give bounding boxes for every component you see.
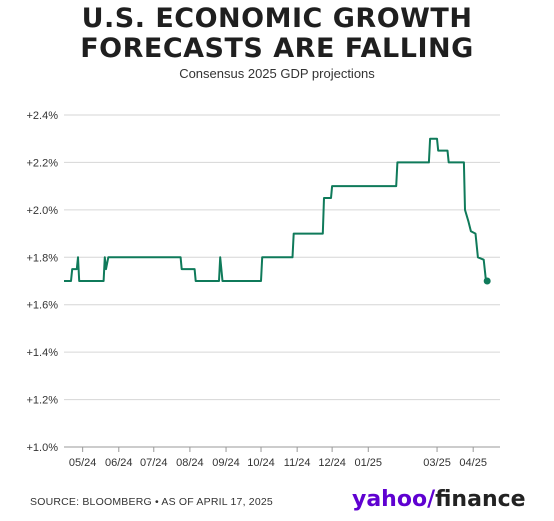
y-tick-label: +1.8% <box>27 252 59 264</box>
y-tick-label: +2.2% <box>27 157 59 169</box>
yahoo-finance-logo: yahoo/finance <box>352 487 526 512</box>
x-tick-label: 07/24 <box>140 457 168 469</box>
x-tick-label: 01/25 <box>355 457 383 469</box>
source-note: SOURCE: BLOOMBERG • AS OF APRIL 17, 2025 <box>30 496 273 508</box>
x-tick-label: 03/25 <box>423 457 451 469</box>
logo-yahoo-text: yahoo <box>352 487 428 512</box>
y-tick-label: +1.0% <box>27 442 59 454</box>
x-tick-label: 09/24 <box>212 457 240 469</box>
logo-slash: / <box>427 487 436 512</box>
y-tick-label: +1.4% <box>27 347 59 359</box>
chart-title-line-2: FORECASTS ARE FALLING <box>80 33 474 64</box>
chart-title-line-1: U.S. ECONOMIC GROWTH <box>81 3 473 34</box>
y-tick-label: +1.6% <box>27 300 59 312</box>
x-tick-label: 08/24 <box>176 457 204 469</box>
y-tick-label: +2.0% <box>27 205 59 217</box>
x-tick-label: 06/24 <box>105 457 133 469</box>
chart-subtitle: Consensus 2025 GDP projections <box>179 66 375 81</box>
y-tick-label: +1.2% <box>27 395 59 407</box>
logo-finance-text: finance <box>435 487 526 512</box>
gdp-forecast-line <box>64 137 488 282</box>
x-tick-label: 10/24 <box>247 457 275 469</box>
y-tick-label: +2.4% <box>27 110 59 122</box>
x-tick-label: 05/24 <box>69 457 97 469</box>
x-tick-label: 11/24 <box>284 457 311 469</box>
chart-title: U.S. ECONOMIC GROWTH FORECASTS ARE FALLI… <box>0 4 554 64</box>
latest-value-point <box>483 277 491 285</box>
x-tick-label: 04/25 <box>459 457 487 469</box>
x-tick-label: 12/24 <box>318 457 346 469</box>
